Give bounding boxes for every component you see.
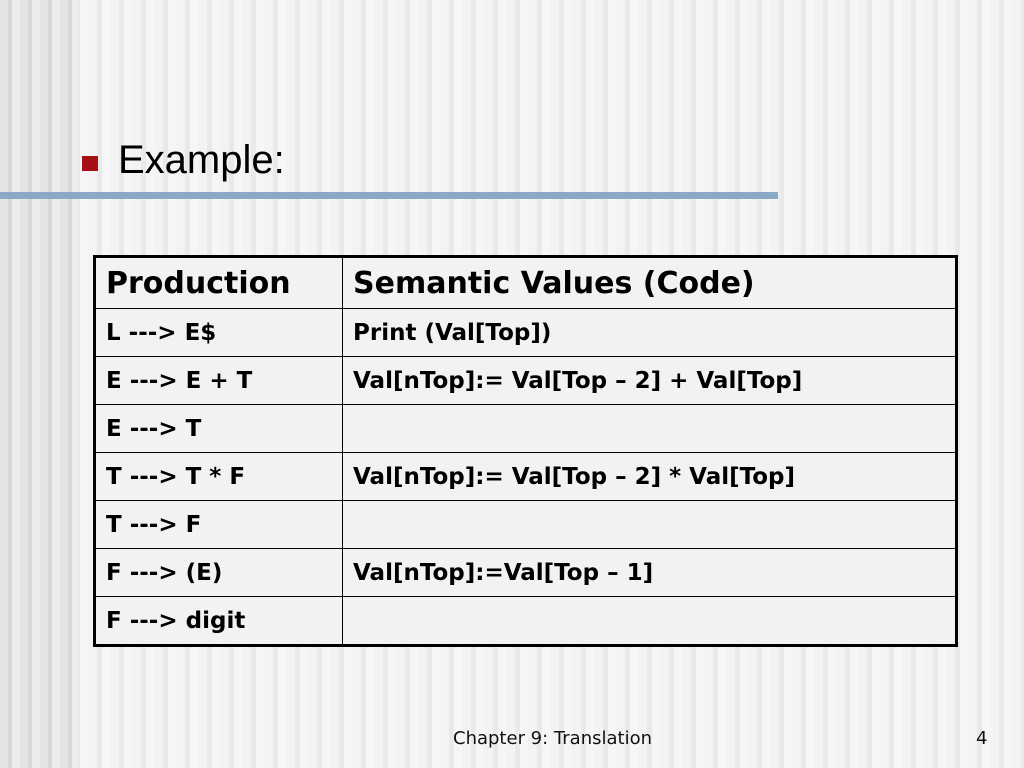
semantic-cell: Val[nTop]:= Val[Top – 2] + Val[Top] [342, 356, 957, 405]
page-number: 4 [976, 728, 988, 749]
production-cell: T ---> F [94, 500, 343, 549]
table-row: T ---> T * F Val[nTop]:= Val[Top – 2] * … [94, 452, 957, 501]
semantic-cell [342, 596, 957, 646]
table-row: F ---> (E) Val[nTop]:=Val[Top – 1] [94, 548, 957, 597]
production-cell: E ---> E + T [94, 356, 343, 405]
table-row: F ---> digit [94, 596, 957, 646]
semantic-cell: Val[nTop]:= Val[Top – 2] * Val[Top] [342, 452, 957, 501]
semantic-cell: Print (Val[Top]) [342, 308, 957, 357]
table-header-row: Production Semantic Values (Code) [94, 256, 957, 309]
production-cell: F ---> (E) [94, 548, 343, 597]
production-cell: T ---> T * F [94, 452, 343, 501]
semantic-cell [342, 404, 957, 453]
header-production: Production [94, 256, 343, 309]
table-row: E ---> T [94, 404, 957, 453]
table-row: T ---> F [94, 500, 957, 549]
production-cell: E ---> T [94, 404, 343, 453]
title-divider [0, 192, 778, 199]
production-cell: L ---> E$ [94, 308, 343, 357]
header-semantic-values: Semantic Values (Code) [342, 256, 957, 309]
semantic-cell: Val[nTop]:=Val[Top – 1] [342, 548, 957, 597]
table-row: E ---> E + T Val[nTop]:= Val[Top – 2] + … [94, 356, 957, 405]
slide-title: Example: [118, 138, 285, 182]
left-decorative-band [0, 0, 78, 768]
semantic-cell [342, 500, 957, 549]
table-row: L ---> E$ Print (Val[Top]) [94, 308, 957, 357]
production-cell: F ---> digit [94, 596, 343, 646]
bullet-square-icon [82, 156, 98, 171]
productions-table: Production Semantic Values (Code) L --->… [93, 255, 958, 647]
footer-chapter: Chapter 9: Translation [453, 728, 653, 749]
